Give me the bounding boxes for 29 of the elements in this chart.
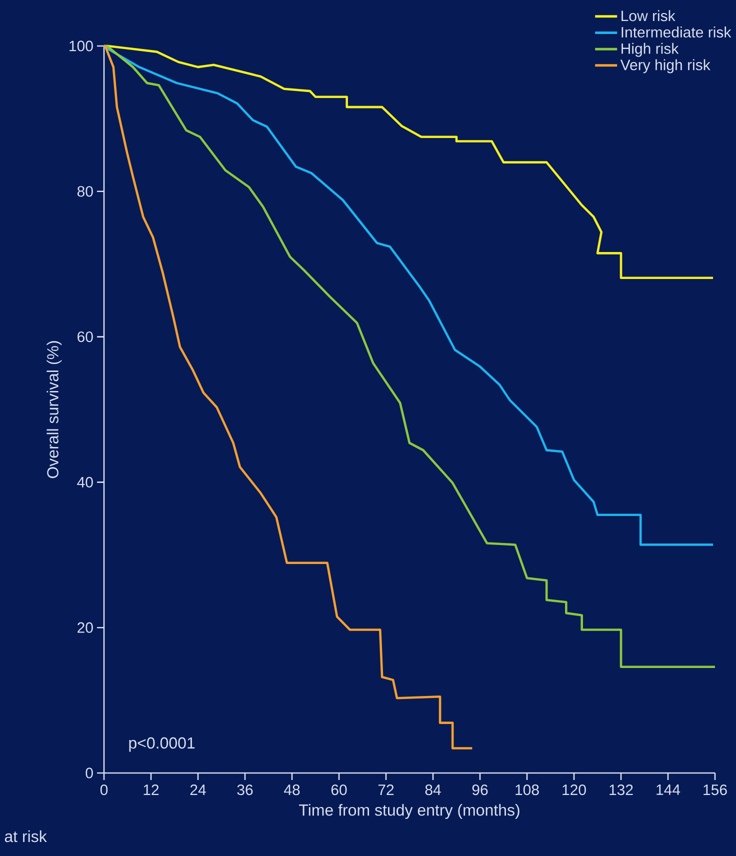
- legend-label: High risk: [622, 42, 679, 57]
- y-tick-label: 80: [77, 186, 93, 197]
- legend-label: Very high risk: [620, 59, 710, 74]
- text: at risk: [4, 830, 47, 842]
- x-tick-label: 108: [516, 784, 539, 796]
- annotation: p<0.0001: [129, 737, 195, 752]
- x-tick-label: 132: [610, 784, 633, 796]
- x-tick-label: 0: [100, 784, 108, 796]
- y-tick-label: 40: [77, 476, 93, 488]
- y-tick-label: 20: [78, 622, 93, 633]
- y-axis-title: Overall survival (%): [46, 341, 62, 478]
- legend-label: Intermediate risk: [622, 26, 732, 38]
- x-tick-label: 156: [704, 784, 727, 796]
- x-tick-label: 24: [190, 784, 206, 795]
- x-tick-label: 84: [425, 784, 441, 796]
- x-tick-label: 144: [656, 784, 680, 795]
- x-axis-title: Time from study entry (months): [299, 804, 520, 819]
- x-tick-label: 36: [237, 784, 253, 796]
- x-tick-label: 72: [378, 784, 394, 795]
- x-tick-label: 12: [144, 784, 159, 795]
- y-tick-label: 60: [78, 331, 93, 342]
- x-tick-label: 120: [562, 784, 586, 796]
- line-series: [102, 44, 714, 546]
- y-tick-label: 100: [70, 40, 93, 52]
- x-tick-label: 48: [284, 784, 300, 796]
- legend-label: Low risk: [622, 10, 676, 22]
- x-tick-label: 60: [331, 784, 347, 796]
- y-tick-label: 0: [86, 768, 93, 778]
- x-tick-label: 96: [472, 784, 488, 796]
